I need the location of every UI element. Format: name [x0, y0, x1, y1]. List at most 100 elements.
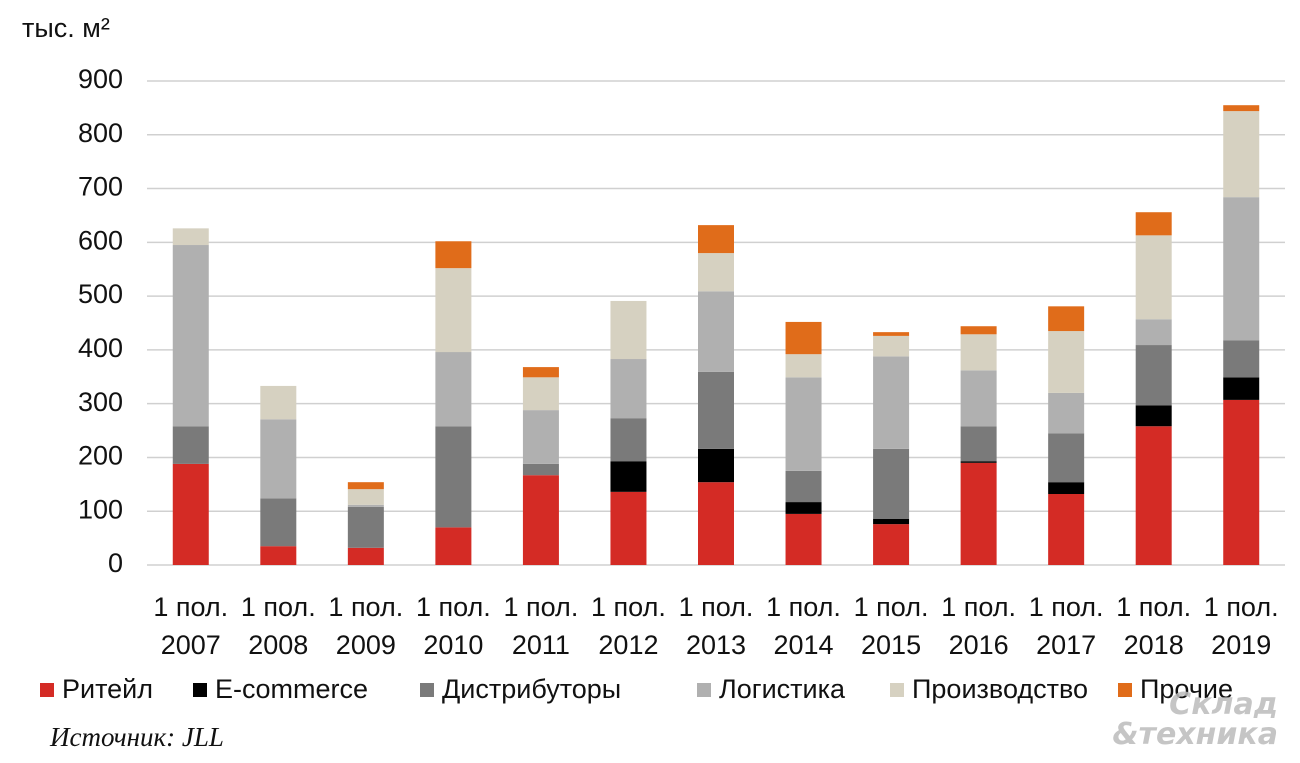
y-axis-label: тыс. м² [22, 13, 110, 43]
legend-swatch [697, 683, 711, 697]
y-tick-label: 0 [108, 548, 123, 578]
bar-segment [698, 253, 734, 292]
bar-segment [873, 335, 910, 357]
x-tick-label: 1 пол. 2016 [941, 592, 1017, 660]
bar-segment [347, 489, 384, 505]
bar-segment [785, 513, 822, 565]
source: Источник: JLL [50, 722, 224, 752]
legend-swatch [40, 683, 54, 697]
bar-segment [172, 426, 209, 464]
x-tick-label: 1 пол. 2009 [328, 592, 404, 660]
bar-segment [260, 419, 297, 499]
bar-segment [522, 367, 559, 378]
bar-segment [960, 370, 997, 427]
legend-swatch [1118, 683, 1132, 697]
y-tick-label: 800 [78, 118, 123, 148]
bar-segment [260, 385, 297, 420]
bar-segment [435, 268, 472, 353]
bar-segment [435, 527, 472, 565]
watermark-line: Склад [1169, 687, 1278, 722]
x-tick-label: 1 пол. 2015 [853, 592, 929, 660]
legend-swatch [890, 683, 904, 697]
bar-segment [698, 291, 734, 372]
bar-segment [1223, 377, 1260, 400]
y-tick-label: 400 [78, 333, 123, 363]
legend-label: Логистика [719, 674, 846, 704]
bar-segment [960, 462, 997, 565]
x-tick-label: 1 пол. 2010 [415, 592, 491, 660]
bar-segment [785, 321, 822, 355]
bar-segment [698, 448, 734, 483]
bar-segment [1135, 319, 1172, 346]
bar-segment [1048, 494, 1085, 565]
legend-label: E-commerce [215, 674, 368, 704]
y-tick-label: 200 [78, 441, 123, 471]
bar-segment [698, 482, 734, 565]
y-tick-label: 600 [78, 225, 123, 255]
legend-label: Прочие [1140, 674, 1233, 704]
bar-segment [610, 491, 647, 565]
bar-segment [698, 371, 734, 449]
bar-segment [347, 506, 384, 548]
watermark: Склад &техника [1112, 690, 1278, 750]
bar-segment [172, 463, 209, 565]
legend-swatch [420, 683, 434, 697]
bar-segment [1048, 482, 1085, 495]
legend-swatch [193, 683, 207, 697]
y-tick-label: 100 [78, 494, 123, 524]
bar-segment [1048, 306, 1085, 332]
bar-segment [1223, 197, 1260, 341]
x-tick-label: 1 пол. 2012 [591, 592, 666, 660]
bar-segment [435, 426, 472, 528]
bar-segment [435, 352, 472, 427]
bar-segment [873, 448, 910, 519]
bar-segment [785, 502, 822, 514]
bar-segment [347, 482, 384, 490]
bar-segment [1135, 235, 1172, 320]
bar-segment [785, 470, 822, 503]
bar-segment [960, 461, 997, 463]
bar-segment [1135, 345, 1172, 406]
bar-segment [260, 546, 297, 565]
bar-segment [610, 461, 647, 492]
y-tick-label: 700 [78, 172, 123, 202]
legend-label: Дистрибуторы [442, 674, 621, 704]
bar-segment [610, 418, 647, 462]
bar-segment [610, 359, 647, 419]
bar-segment [1135, 405, 1172, 427]
bar-segment [610, 300, 647, 360]
bar-segment [1223, 111, 1260, 198]
bar-segment [873, 518, 910, 525]
bar-segment [785, 354, 822, 378]
bar-segment [522, 410, 559, 464]
bar-segment [960, 334, 997, 371]
bar-segment [435, 241, 472, 269]
bar-segment [172, 228, 209, 246]
bar-segment [1048, 331, 1085, 393]
bar-segment [873, 524, 910, 565]
bar-segment [873, 332, 910, 336]
bar-segment [873, 356, 910, 449]
x-tick-label: 1 пол. 2014 [766, 592, 841, 660]
x-tick-label: 1 пол. 2013 [678, 592, 754, 660]
bar-segment [1223, 340, 1260, 378]
bar-segment [1135, 212, 1172, 236]
x-tick-label: 1 пол. 2019 [1203, 592, 1279, 660]
x-tick-label: 1 пол. 2007 [153, 592, 229, 660]
legend-label: Ритейл [62, 674, 153, 704]
bar-segment [260, 498, 297, 547]
bar-segment [1223, 399, 1260, 565]
legend-label: Производство [912, 674, 1088, 704]
x-tick-label: 1 пол. 2011 [503, 592, 579, 660]
bar-segment [522, 377, 559, 411]
watermark-line: &техника [1112, 717, 1278, 752]
y-tick-label: 500 [78, 279, 123, 309]
y-tick-label: 900 [78, 64, 123, 94]
bar-segment [1048, 392, 1085, 434]
y-tick-label: 300 [78, 387, 123, 417]
bar-segment [960, 426, 997, 462]
bar-segment [698, 225, 734, 254]
bar-segment [1048, 433, 1085, 483]
